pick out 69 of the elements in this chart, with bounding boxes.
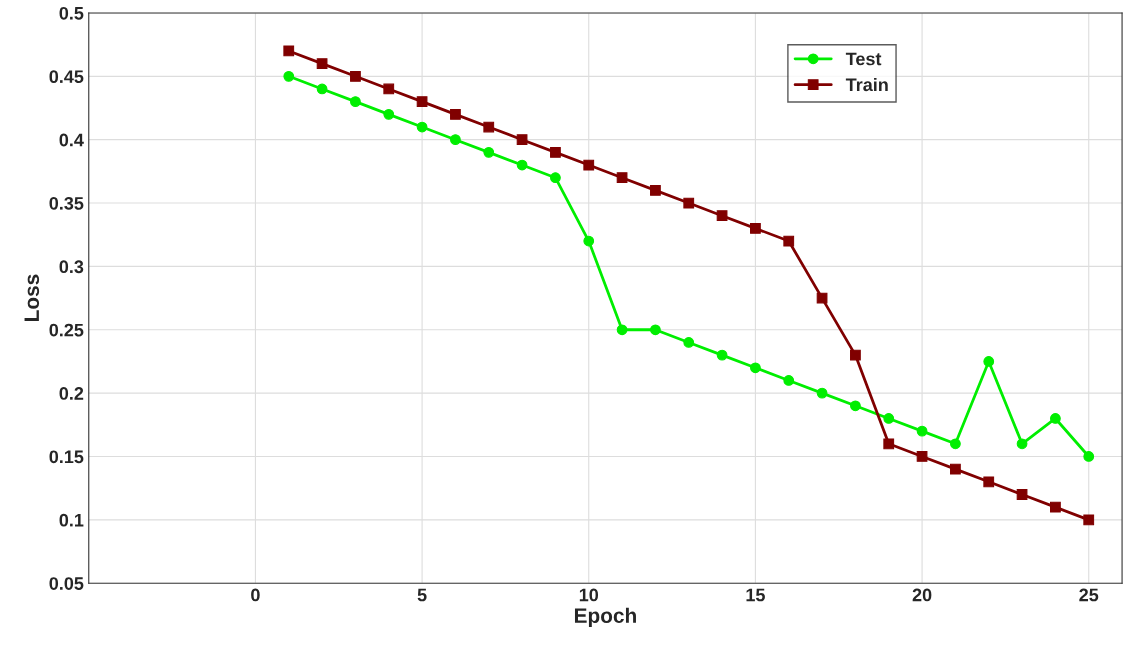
point xyxy=(450,108,461,120)
point xyxy=(850,349,861,361)
y-tick-label: 0.15 xyxy=(49,450,84,464)
point xyxy=(883,438,895,450)
legend-label: Test xyxy=(845,52,882,66)
point xyxy=(550,146,561,158)
point xyxy=(650,324,661,336)
point xyxy=(716,349,728,361)
point xyxy=(750,223,761,234)
point xyxy=(416,96,428,108)
x-tick-label: 10 xyxy=(579,588,599,602)
legend-label: Train xyxy=(845,77,888,92)
y-tick-label: 0.25 xyxy=(49,323,84,337)
point xyxy=(716,210,728,222)
point xyxy=(316,83,328,95)
point xyxy=(816,387,828,399)
y-tick-label: 0.4 xyxy=(59,133,84,147)
point xyxy=(383,108,395,120)
point xyxy=(283,45,295,57)
x-tick-label: 5 xyxy=(417,588,427,602)
point xyxy=(950,463,961,475)
point xyxy=(683,337,695,348)
point xyxy=(1083,451,1095,462)
point xyxy=(883,413,895,424)
point xyxy=(516,159,528,171)
point xyxy=(483,146,495,158)
x-tick-label: 25 xyxy=(1079,588,1099,602)
point xyxy=(416,121,428,133)
point xyxy=(916,425,928,437)
point xyxy=(983,356,995,367)
y-tick-label: 0.5 xyxy=(59,6,84,20)
point xyxy=(983,476,995,488)
y-axis-title: Loss xyxy=(24,274,40,321)
y-tick-label: 0.3 xyxy=(59,260,84,274)
point xyxy=(750,362,761,374)
point xyxy=(650,184,661,196)
point xyxy=(316,58,328,70)
point xyxy=(916,451,928,462)
point xyxy=(1050,501,1061,513)
point xyxy=(683,197,695,209)
point xyxy=(550,172,561,184)
y-tick-label: 0.2 xyxy=(59,387,84,400)
point xyxy=(616,172,628,184)
point xyxy=(283,70,295,82)
point xyxy=(583,159,595,171)
point xyxy=(1016,438,1028,450)
y-tick-label: 0.1 xyxy=(59,513,84,527)
point xyxy=(516,134,528,146)
point xyxy=(850,400,861,412)
point xyxy=(616,324,628,336)
x-axis-title: Epoch xyxy=(574,607,636,628)
y-tick-label: 0.05 xyxy=(49,577,84,590)
x-tick-label: 0 xyxy=(251,588,260,602)
point xyxy=(1016,489,1028,500)
y-tick-label: 0.35 xyxy=(49,196,84,210)
point xyxy=(1050,413,1061,424)
point xyxy=(383,83,395,95)
point xyxy=(483,121,495,133)
point xyxy=(783,375,795,386)
y-tick-label: 0.45 xyxy=(49,70,84,84)
point xyxy=(950,438,961,450)
point xyxy=(350,96,361,108)
point xyxy=(350,70,361,82)
point xyxy=(450,134,461,146)
x-tick-label: 20 xyxy=(912,588,932,602)
point xyxy=(1083,514,1095,526)
x-tick-label: 15 xyxy=(746,588,765,602)
point xyxy=(783,235,795,247)
point xyxy=(583,235,595,247)
